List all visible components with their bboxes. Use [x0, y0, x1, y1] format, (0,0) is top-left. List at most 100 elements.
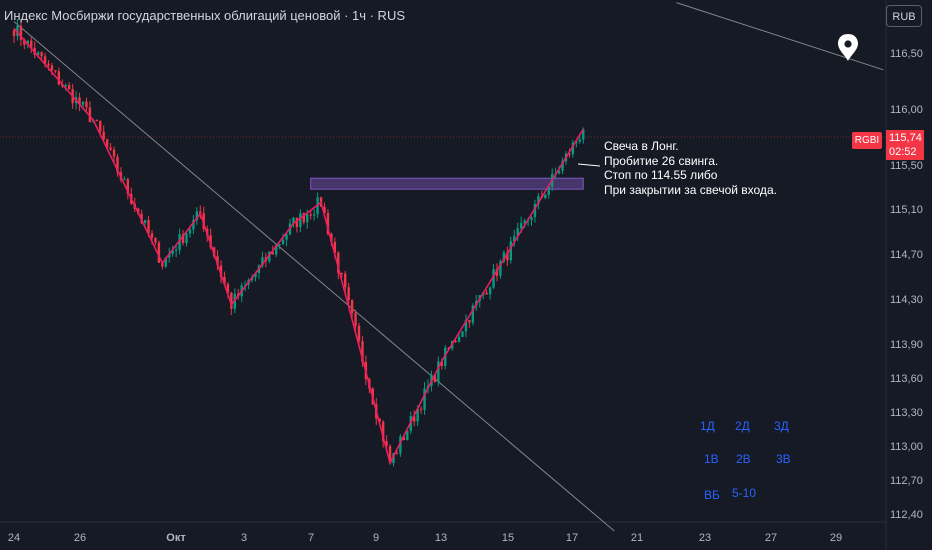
timeframe-3w[interactable]: 3В: [776, 452, 791, 466]
candle[interactable]: [19, 25, 23, 40]
candle[interactable]: [174, 249, 178, 251]
candle[interactable]: [126, 179, 130, 194]
timeframe-2w[interactable]: 2В: [736, 452, 751, 466]
candle[interactable]: [81, 101, 85, 105]
candle[interactable]: [571, 142, 575, 155]
candle[interactable]: [354, 313, 357, 326]
candle[interactable]: [178, 234, 181, 250]
timeframe-5-10[interactable]: 5-10: [732, 486, 757, 500]
candle[interactable]: [444, 347, 447, 366]
candle[interactable]: [275, 244, 278, 255]
candle[interactable]: [95, 119, 98, 121]
candle[interactable]: [137, 208, 140, 214]
candle[interactable]: [547, 186, 550, 195]
candle[interactable]: [388, 446, 392, 464]
candle[interactable]: [26, 40, 29, 45]
candle[interactable]: [50, 65, 54, 71]
candle[interactable]: [171, 250, 174, 254]
candle[interactable]: [226, 283, 230, 293]
candle[interactable]: [413, 415, 416, 422]
candle[interactable]: [513, 235, 516, 242]
candle[interactable]: [78, 97, 81, 105]
candle[interactable]: [344, 273, 347, 288]
candle[interactable]: [323, 206, 326, 214]
candle[interactable]: [281, 239, 285, 244]
candle[interactable]: [216, 256, 219, 266]
candle[interactable]: [399, 436, 402, 454]
candle[interactable]: [519, 223, 523, 229]
candle[interactable]: [582, 129, 585, 140]
candle[interactable]: [533, 204, 537, 218]
currency-button[interactable]: RUB: [886, 5, 922, 27]
candle[interactable]: [492, 269, 495, 288]
candle[interactable]: [36, 52, 40, 55]
candle[interactable]: [509, 241, 512, 261]
candle[interactable]: [337, 252, 340, 273]
candle[interactable]: [161, 262, 164, 267]
candle[interactable]: [105, 139, 109, 148]
candle[interactable]: [402, 436, 406, 441]
candle[interactable]: [568, 153, 571, 155]
candle[interactable]: [147, 220, 150, 234]
location-pin-icon[interactable]: [838, 34, 858, 61]
candle[interactable]: [437, 361, 440, 383]
candle[interactable]: [85, 101, 88, 108]
candle[interactable]: [23, 39, 26, 45]
candle[interactable]: [278, 243, 281, 245]
timeframe-2d[interactable]: 2Д: [735, 419, 750, 433]
candle[interactable]: [302, 213, 305, 223]
candle[interactable]: [102, 131, 105, 140]
candle[interactable]: [440, 361, 443, 366]
candle[interactable]: [188, 229, 192, 234]
candle[interactable]: [575, 141, 578, 143]
timeframe-1d[interactable]: 1Д: [700, 419, 715, 433]
candle[interactable]: [164, 257, 167, 267]
candle[interactable]: [123, 179, 126, 181]
candle[interactable]: [202, 213, 205, 229]
candle[interactable]: [12, 30, 16, 37]
candle[interactable]: [157, 242, 161, 263]
candle[interactable]: [416, 408, 419, 422]
candle[interactable]: [254, 273, 257, 278]
candle[interactable]: [350, 300, 354, 314]
candle[interactable]: [395, 453, 399, 455]
candle[interactable]: [385, 441, 388, 447]
candle[interactable]: [40, 52, 43, 57]
candle[interactable]: [64, 84, 67, 87]
candle[interactable]: [378, 418, 381, 422]
candle[interactable]: [230, 292, 233, 309]
candle[interactable]: [116, 156, 119, 173]
candle[interactable]: [306, 214, 309, 223]
candle[interactable]: [150, 233, 154, 238]
candle[interactable]: [185, 233, 188, 244]
trendline[interactable]: [13, 21, 615, 532]
candle[interactable]: [537, 196, 540, 205]
candle[interactable]: [461, 331, 464, 337]
candle[interactable]: [192, 219, 195, 230]
candle[interactable]: [57, 71, 61, 85]
candle[interactable]: [357, 325, 361, 342]
candle[interactable]: [16, 25, 19, 37]
candle[interactable]: [112, 149, 116, 157]
candle[interactable]: [168, 253, 171, 258]
candle[interactable]: [219, 265, 223, 277]
candle[interactable]: [68, 84, 71, 90]
candle[interactable]: [488, 287, 492, 295]
candle[interactable]: [54, 70, 57, 72]
candle[interactable]: [330, 233, 333, 242]
candle[interactable]: [506, 252, 509, 261]
candle[interactable]: [495, 269, 499, 276]
candle[interactable]: [326, 213, 330, 234]
candle[interactable]: [433, 374, 437, 383]
candle[interactable]: [268, 251, 271, 262]
candle[interactable]: [261, 257, 264, 266]
candle[interactable]: [30, 40, 33, 48]
timeframe-vb[interactable]: ВБ: [704, 488, 720, 502]
candle[interactable]: [523, 220, 526, 224]
candle[interactable]: [88, 107, 92, 123]
timeframe-3d[interactable]: 3Д: [774, 419, 789, 433]
candle[interactable]: [347, 287, 350, 301]
candle[interactable]: [392, 453, 395, 464]
candle[interactable]: [406, 431, 409, 441]
candle[interactable]: [464, 320, 468, 332]
